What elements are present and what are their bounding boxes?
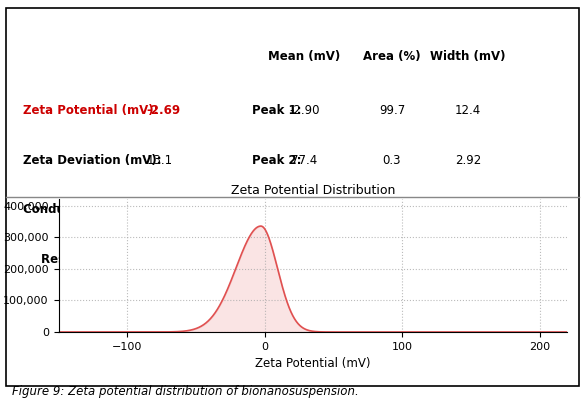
Text: -2.69: -2.69	[146, 104, 180, 117]
X-axis label: Zeta Potential (mV): Zeta Potential (mV)	[255, 357, 371, 370]
Text: Mean (mV): Mean (mV)	[268, 50, 340, 63]
Text: 12.4: 12.4	[455, 104, 481, 117]
Text: 99.7: 99.7	[379, 104, 405, 117]
Text: Zeta Potential (mV):: Zeta Potential (mV):	[23, 104, 159, 117]
Text: Peak 2:: Peak 2:	[252, 154, 301, 166]
Text: 0.3: 0.3	[383, 154, 401, 166]
Text: Zeta Deviation (mV):: Zeta Deviation (mV):	[23, 154, 162, 166]
Text: -2.90: -2.90	[289, 104, 319, 117]
Text: 0.184: 0.184	[146, 203, 180, 216]
Text: Conductivity (S/m):: Conductivity (S/m):	[23, 203, 152, 216]
Text: 13.1: 13.1	[146, 154, 173, 166]
Text: Figure 9: Zeta potential distribution of bionanosuspension.: Figure 9: Zeta potential distribution of…	[12, 386, 359, 398]
Title: Zeta Potential Distribution: Zeta Potential Distribution	[231, 184, 395, 197]
Text: Peak 1:: Peak 1:	[252, 104, 301, 117]
Text: 2.92: 2.92	[455, 154, 481, 166]
Text: 0.00: 0.00	[455, 203, 481, 216]
Text: 77.4: 77.4	[291, 154, 317, 166]
Text: 0.00: 0.00	[291, 203, 317, 216]
Text: Width (mV): Width (mV)	[430, 50, 506, 63]
Text: Result quality :: Result quality :	[41, 253, 142, 266]
Text: Good: Good	[132, 253, 166, 266]
Text: Area (%): Area (%)	[363, 50, 421, 63]
Text: 0.0: 0.0	[383, 203, 401, 216]
Text: Peak 3:: Peak 3:	[252, 203, 301, 216]
